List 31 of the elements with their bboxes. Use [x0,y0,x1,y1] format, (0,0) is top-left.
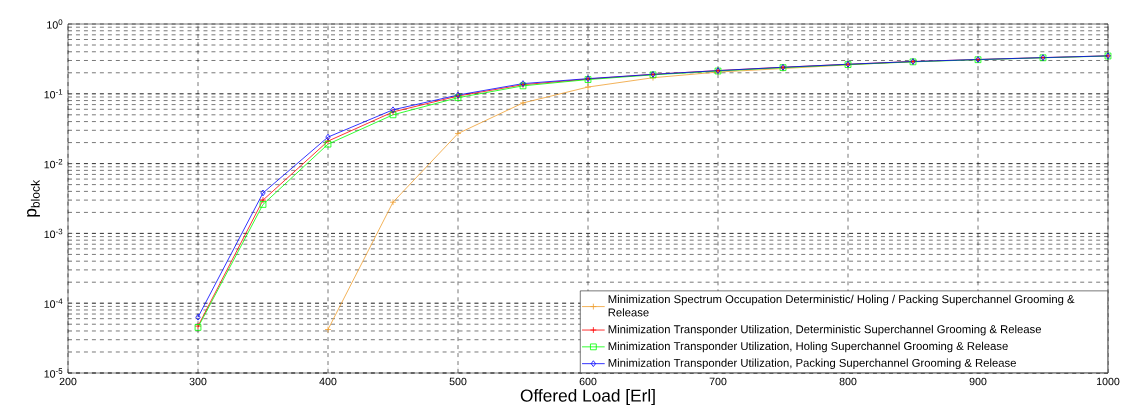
x-tick-label: 600 [579,377,597,386]
x-tick-label: 300 [189,377,207,386]
x-tick-label: 500 [449,377,467,386]
y-tick-label: 10$^{-4}$ [44,298,63,308]
point [260,189,266,197]
y-tick-label: 10$^{-3}$ [44,228,63,239]
x-tick-label: 900 [969,377,987,386]
point [389,198,397,206]
point [519,99,527,107]
y-axis-title: p$_{block}$ [27,179,40,217]
point [584,83,592,91]
x-tick-label: 800 [839,377,857,386]
x-tick-label: 400 [319,377,337,386]
point [324,326,332,333]
point [259,201,267,208]
x-tick-label: 700 [709,377,727,386]
legend-label: Minimization Transponder Utilization, Holing Superchannel Grooming & Release [608,341,1008,353]
point [259,196,267,204]
y-tick-label: 10$^{0}$ [47,19,63,29]
x-tick-label: 1000 [1097,377,1120,386]
point [195,313,201,321]
legend-label: Minimization Spectrum Occupation Deterministic/ Holing / Packing Superchannel Grooming & Release [608,294,1075,317]
point [325,133,331,141]
legend-label: Minimization Transponder Utilization, Deterministic Superchannel Grooming & Release [608,324,1042,336]
y-tick-label: 10$^{-2}$ [44,158,63,169]
y-tick-label: 10$^{-5}$ [44,368,63,378]
x-axis-title: Offered Load [Erl] [520,389,655,406]
y-tick-label: 10$^{-1}$ [44,89,63,99]
x-tick-label: 200 [59,377,77,386]
legend-label: Minimization Transponder Utilization, Packing Superchannel Grooming & Release [608,358,1016,370]
point [454,130,462,137]
